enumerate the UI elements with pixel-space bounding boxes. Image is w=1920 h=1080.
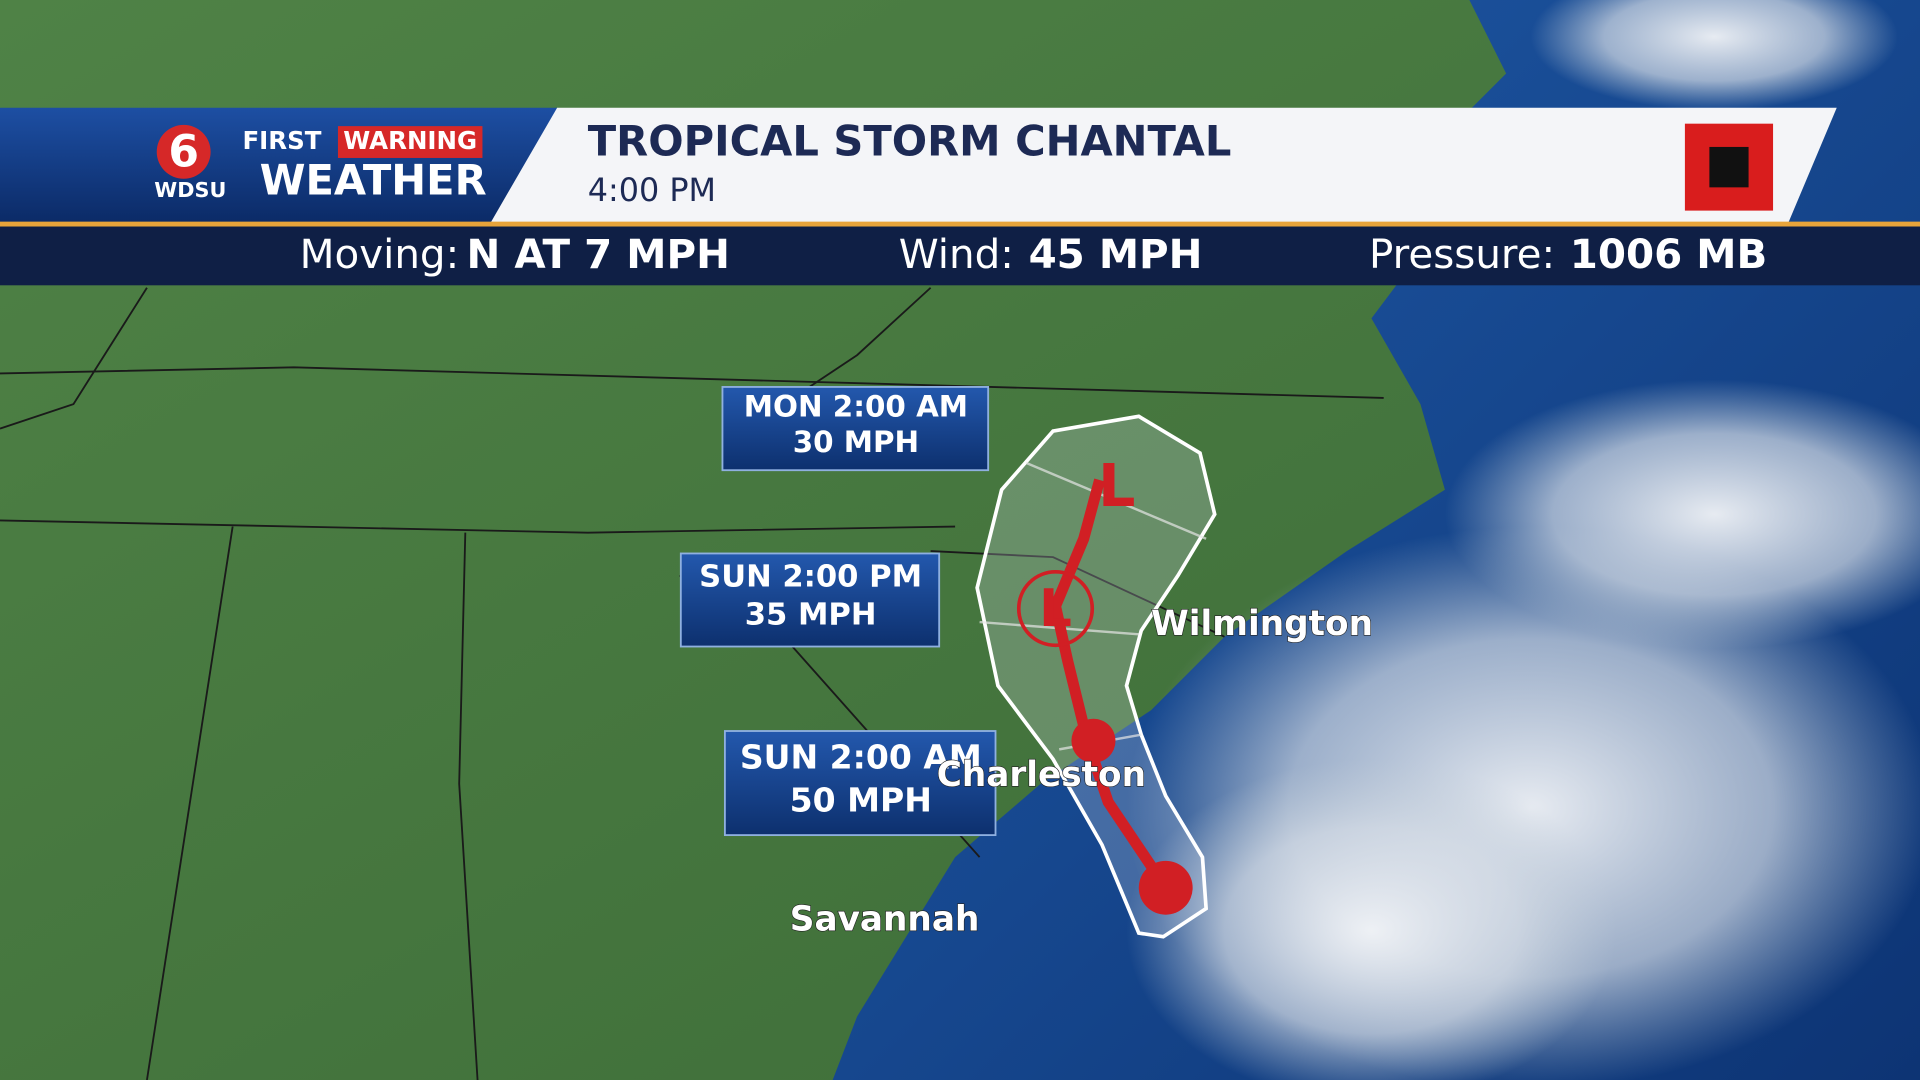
- city-label: Wilmington: [1151, 604, 1373, 644]
- brand-station: WDSU: [154, 178, 226, 202]
- forecast-box: SUN 2:00 AM 50 MPH: [723, 730, 997, 837]
- city-label: Savannah: [790, 899, 980, 939]
- forecast-time: SUN 2:00 PM: [699, 559, 922, 594]
- storm-track: [1049, 478, 1171, 891]
- low-symbol: L: [1098, 451, 1135, 520]
- forecast-box: MON 2:00 AM 30 MPH: [721, 386, 990, 472]
- accent-line: [0, 221, 1920, 227]
- brand-first: FIRST: [242, 126, 321, 155]
- storm-symbol: [1071, 718, 1116, 763]
- stat-value: N AT 7 MPH: [467, 230, 730, 278]
- forecast-wind: 35 MPH: [745, 597, 877, 632]
- storm-symbol: [1138, 860, 1193, 915]
- stats-bar: [0, 226, 1920, 286]
- storm-time: 4:00 PM: [588, 171, 716, 209]
- brand-weather: WEATHER: [260, 156, 487, 205]
- stat-value: 1006 MB: [1570, 230, 1767, 278]
- stat-label: Pressure:: [1369, 230, 1555, 278]
- forecast-wind: 30 MPH: [793, 425, 919, 459]
- forecast-cone: [975, 414, 1217, 939]
- stat-value: 45 MPH: [1029, 230, 1203, 278]
- forecast-wind: 50 MPH: [790, 781, 932, 820]
- logo-number: 6: [168, 126, 199, 177]
- brand-warning: WARNING: [343, 126, 477, 155]
- logo-badge: [156, 124, 211, 179]
- stat-label: Wind:: [899, 230, 1014, 278]
- forecast-box: SUN 2:00 PM 35 MPH: [679, 552, 941, 648]
- warning-bg: [337, 126, 483, 158]
- forecast-time: SUN 2:00 AM: [740, 738, 982, 777]
- forecast-time: MON 2:00 AM: [744, 389, 968, 423]
- title-panel: [489, 107, 1837, 225]
- current-ring: [1016, 570, 1095, 648]
- alert-icon-center: [1709, 146, 1749, 188]
- city-label: Charleston: [937, 755, 1146, 795]
- city-labels: Wilmington Charleston Savannah: [789, 604, 1373, 940]
- low-symbol: L: [1039, 579, 1072, 639]
- storm-title: TROPICAL STORM CHANTAL: [588, 116, 1232, 165]
- stat-label: Moving:: [300, 230, 460, 278]
- state-borders: [0, 287, 1384, 1080]
- clouds: [1126, 0, 1920, 1080]
